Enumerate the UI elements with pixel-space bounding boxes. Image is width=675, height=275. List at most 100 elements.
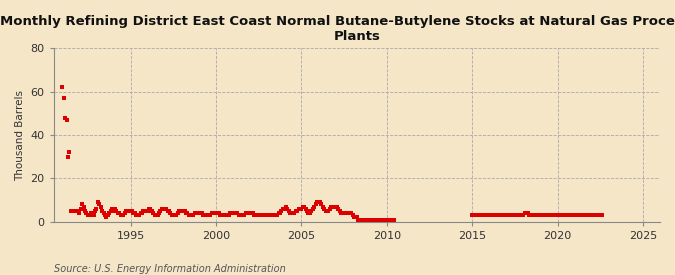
Point	[175, 209, 186, 213]
Point	[529, 213, 540, 218]
Point	[554, 213, 564, 218]
Point	[585, 213, 595, 218]
Point	[105, 209, 116, 213]
Point	[327, 204, 338, 209]
Point	[334, 209, 345, 213]
Point	[466, 213, 477, 218]
Point	[265, 213, 275, 218]
Point	[575, 213, 586, 218]
Point	[357, 217, 368, 222]
Point	[366, 217, 377, 222]
Point	[298, 204, 308, 209]
Point	[58, 96, 69, 100]
Point	[326, 204, 337, 209]
Point	[125, 209, 136, 213]
Point	[526, 213, 537, 218]
Point	[371, 217, 382, 222]
Point	[196, 211, 207, 215]
Point	[376, 217, 387, 222]
Point	[338, 211, 348, 215]
Point	[222, 213, 233, 218]
Point	[148, 211, 159, 215]
Point	[491, 213, 502, 218]
Point	[478, 213, 489, 218]
Point	[346, 211, 356, 215]
Point	[72, 209, 83, 213]
Point	[576, 213, 587, 218]
Point	[508, 213, 519, 218]
Point	[223, 213, 234, 218]
Point	[67, 209, 78, 213]
Point	[347, 213, 358, 218]
Point	[198, 213, 209, 218]
Point	[556, 213, 567, 218]
Point	[331, 204, 342, 209]
Point	[243, 211, 254, 215]
Point	[320, 209, 331, 213]
Point	[522, 211, 533, 215]
Point	[342, 211, 352, 215]
Point	[299, 204, 310, 209]
Point	[74, 211, 85, 215]
Point	[207, 211, 217, 215]
Point	[470, 213, 481, 218]
Point	[498, 213, 509, 218]
Point	[280, 204, 291, 209]
Point	[273, 211, 284, 215]
Point	[90, 209, 101, 213]
Point	[246, 211, 257, 215]
Point	[229, 211, 240, 215]
Point	[307, 207, 318, 211]
Point	[232, 211, 243, 215]
Point	[235, 213, 246, 218]
Point	[171, 213, 182, 218]
Point	[272, 213, 283, 218]
Point	[270, 213, 281, 218]
Point	[539, 213, 550, 218]
Point	[184, 213, 194, 218]
Point	[294, 207, 305, 211]
Point	[388, 217, 399, 222]
Point	[339, 211, 350, 215]
Point	[303, 211, 314, 215]
Point	[582, 213, 593, 218]
Point	[261, 213, 271, 218]
Point	[136, 211, 147, 215]
Title: Monthly Refining District East Coast Normal Butane-Butylene Stocks at Natural Ga: Monthly Refining District East Coast Nor…	[0, 15, 675, 43]
Point	[348, 215, 359, 219]
Point	[208, 211, 219, 215]
Point	[330, 204, 341, 209]
Point	[514, 213, 524, 218]
Point	[190, 211, 201, 215]
Point	[140, 209, 151, 213]
Point	[579, 213, 590, 218]
Point	[315, 200, 325, 204]
Point	[512, 213, 523, 218]
Point	[98, 211, 109, 215]
Point	[63, 155, 74, 159]
Point	[61, 118, 72, 122]
Point	[518, 213, 529, 218]
Point	[321, 209, 332, 213]
Point	[203, 213, 214, 218]
Point	[492, 213, 503, 218]
Point	[385, 217, 396, 222]
Point	[249, 213, 260, 218]
Point	[313, 200, 324, 204]
Point	[217, 213, 228, 218]
Point	[545, 213, 556, 218]
Point	[86, 213, 97, 218]
Point	[468, 213, 479, 218]
Point	[211, 211, 221, 215]
Point	[141, 209, 152, 213]
Point	[484, 213, 495, 218]
Point	[354, 217, 365, 222]
Point	[568, 213, 578, 218]
Point	[592, 213, 603, 218]
Point	[552, 213, 563, 218]
Point	[374, 217, 385, 222]
Point	[117, 213, 128, 218]
Point	[370, 217, 381, 222]
Point	[266, 213, 277, 218]
Point	[285, 211, 296, 215]
